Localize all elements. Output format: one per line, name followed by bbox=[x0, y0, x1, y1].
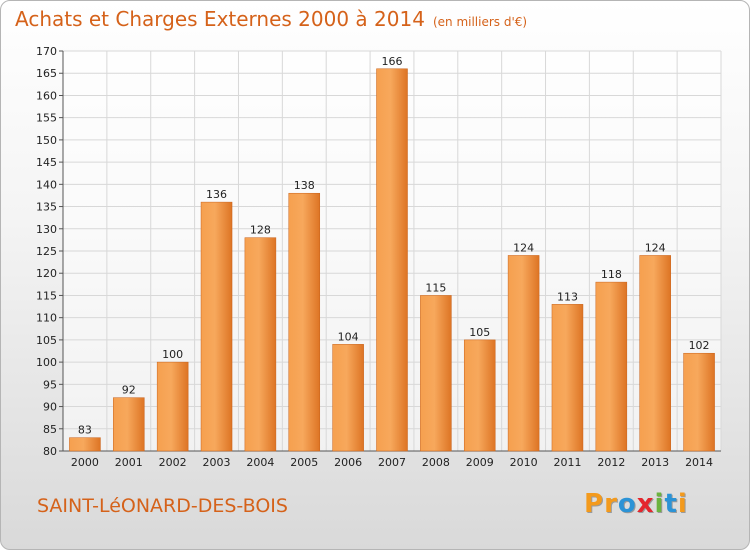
data-label-2011: 113 bbox=[557, 290, 578, 303]
x-tick-label-2005: 2005 bbox=[290, 456, 318, 469]
data-label-2002: 100 bbox=[162, 348, 183, 361]
x-tick-label-2008: 2008 bbox=[422, 456, 450, 469]
bar-2003 bbox=[200, 201, 233, 452]
logo-letter-1: r bbox=[604, 489, 618, 519]
data-labels: 83 92 100 136 128 138 104 166 115 105 124 113 118 124… bbox=[78, 55, 710, 437]
logo-letter-4: i bbox=[654, 489, 665, 519]
bar-2000 bbox=[69, 437, 101, 452]
data-label-2003: 136 bbox=[206, 188, 227, 201]
data-label-2007: 166 bbox=[382, 55, 403, 68]
data-label-2001: 92 bbox=[122, 384, 136, 397]
y-tick-label-130: 130 bbox=[36, 223, 57, 236]
x-tick-label-2006: 2006 bbox=[334, 456, 362, 469]
y-tick-label-140: 140 bbox=[36, 178, 57, 191]
y-tick-label-145: 145 bbox=[36, 156, 57, 169]
bars bbox=[69, 68, 715, 452]
x-tick-label-2004: 2004 bbox=[246, 456, 274, 469]
bar-2002 bbox=[156, 361, 189, 452]
data-label-2010: 124 bbox=[513, 241, 534, 254]
data-label-2012: 118 bbox=[601, 268, 622, 281]
bar-2005 bbox=[288, 192, 321, 452]
bar-2001 bbox=[113, 397, 145, 452]
chart-subtitle: (en milliers d'€) bbox=[432, 15, 528, 29]
data-label-2014: 102 bbox=[689, 339, 710, 352]
y-tick-label-90: 90 bbox=[43, 401, 57, 414]
x-tick-label-2003: 2003 bbox=[203, 456, 231, 469]
logo-letter-6: i bbox=[677, 489, 688, 519]
bar-2008 bbox=[420, 295, 452, 452]
y-tick-label-120: 120 bbox=[36, 267, 57, 280]
data-label-2013: 124 bbox=[645, 241, 666, 254]
data-label-2000: 83 bbox=[78, 424, 92, 437]
y-tick-label-135: 135 bbox=[36, 201, 57, 214]
y-tick-label-150: 150 bbox=[36, 134, 57, 147]
chart-title: Achats et Charges Externes 2000 à 2014 (e… bbox=[15, 7, 527, 31]
x-tick-label-2002: 2002 bbox=[159, 456, 187, 469]
x-tick-label-2000: 2000 bbox=[71, 456, 99, 469]
x-tick-label-2011: 2011 bbox=[553, 456, 581, 469]
y-tick-label-110: 110 bbox=[36, 312, 57, 325]
y-tick-label-95: 95 bbox=[43, 378, 57, 391]
x-tick-label-2007: 2007 bbox=[378, 456, 406, 469]
x-tick-label-2013: 2013 bbox=[641, 456, 669, 469]
proxiti-logo: Proxiti bbox=[584, 489, 688, 519]
bar-2011 bbox=[551, 304, 584, 452]
bar-2014 bbox=[683, 352, 715, 452]
bar-2004 bbox=[244, 237, 277, 452]
bar-2012 bbox=[595, 281, 628, 452]
y-tick-label-85: 85 bbox=[43, 423, 57, 436]
data-label-2004: 128 bbox=[250, 224, 271, 237]
logo-letter-3: x bbox=[636, 489, 655, 519]
y-tick-label-105: 105 bbox=[36, 334, 57, 347]
x-tick-label-2010: 2010 bbox=[510, 456, 538, 469]
y-tick-label-80: 80 bbox=[43, 445, 57, 458]
y-tick-label-115: 115 bbox=[36, 289, 57, 302]
x-tick-label-2009: 2009 bbox=[466, 456, 494, 469]
y-tick-label-125: 125 bbox=[36, 245, 57, 258]
logo-letter-2: o bbox=[617, 489, 637, 519]
y-tick-label-100: 100 bbox=[36, 356, 57, 369]
y-tick-label-160: 160 bbox=[36, 89, 57, 102]
chart-title-text: Achats et Charges Externes 2000 à 2014 bbox=[15, 7, 425, 31]
data-label-2005: 138 bbox=[294, 179, 315, 192]
logo-letter-5: t bbox=[664, 489, 678, 519]
bar-2010 bbox=[507, 255, 540, 452]
bar-2006 bbox=[332, 344, 364, 452]
x-tick-label-2001: 2001 bbox=[115, 456, 143, 469]
place-name: SAINT-LéONARD-DES-BOIS bbox=[37, 495, 288, 517]
bar-2007 bbox=[376, 68, 408, 452]
data-label-2006: 104 bbox=[338, 330, 359, 343]
x-tick-label-2014: 2014 bbox=[685, 456, 713, 469]
x-tick-label-2012: 2012 bbox=[597, 456, 625, 469]
data-label-2009: 105 bbox=[469, 326, 490, 339]
data-label-2008: 115 bbox=[425, 281, 446, 294]
logo-letter-0: P bbox=[584, 489, 605, 519]
y-tick-label-165: 165 bbox=[36, 67, 57, 80]
y-tick-label-170: 170 bbox=[36, 45, 57, 58]
y-tick-label-155: 155 bbox=[36, 112, 57, 125]
bar-2013 bbox=[639, 255, 671, 452]
bar-2009 bbox=[463, 339, 496, 452]
